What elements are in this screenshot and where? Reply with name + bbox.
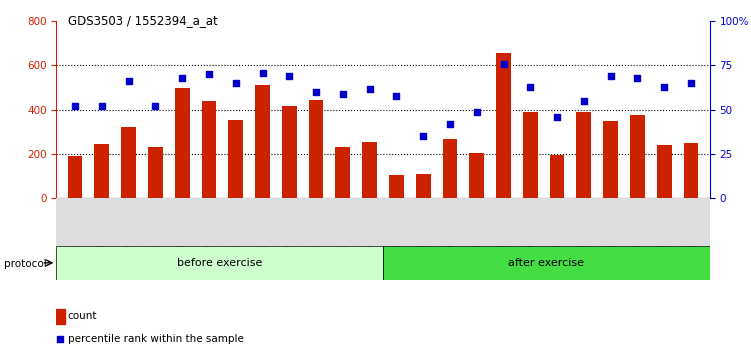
Bar (577, 112, 591, 198)
Bar (68, 156, 83, 198)
Bar (523, 112, 538, 198)
Point (417, 133, 429, 139)
Bar (442, 138, 457, 198)
Point (337, 91, 349, 97)
Bar (383, 246, 710, 280)
Text: count: count (68, 312, 97, 321)
Bar (416, 174, 430, 198)
Bar (362, 142, 377, 198)
Bar (389, 175, 404, 198)
Point (632, 75, 644, 81)
Text: before exercise: before exercise (177, 258, 262, 268)
Bar (121, 127, 136, 198)
Point (283, 73, 295, 79)
Bar (148, 147, 163, 198)
Bar (496, 53, 511, 198)
Bar (657, 145, 671, 198)
Text: protocol: protocol (4, 259, 47, 269)
Bar (201, 101, 216, 198)
Bar (550, 155, 565, 198)
Point (203, 72, 215, 77)
Bar (282, 107, 297, 198)
Point (605, 73, 617, 79)
Point (658, 84, 670, 90)
Point (444, 121, 456, 127)
Point (257, 70, 269, 75)
Point (551, 114, 563, 120)
Bar (228, 120, 243, 198)
Bar (95, 144, 109, 198)
Bar (255, 85, 270, 198)
Bar (469, 153, 484, 198)
Point (363, 86, 376, 91)
Point (230, 80, 242, 86)
Point (96, 103, 108, 109)
Point (471, 109, 483, 114)
Bar (56, 246, 383, 280)
Bar (630, 115, 645, 198)
Point (310, 89, 322, 95)
Point (685, 80, 697, 86)
Bar (683, 143, 698, 198)
Bar (336, 147, 350, 198)
Text: percentile rank within the sample: percentile rank within the sample (68, 334, 243, 344)
Point (176, 75, 189, 81)
Point (122, 79, 134, 84)
Bar (56, 309, 65, 324)
Point (54, 336, 66, 342)
Text: GDS3503 / 1552394_a_at: GDS3503 / 1552394_a_at (68, 14, 217, 27)
Point (524, 84, 536, 90)
Bar (603, 121, 618, 198)
Point (578, 98, 590, 104)
Text: after exercise: after exercise (508, 258, 584, 268)
Point (497, 61, 509, 67)
Bar (175, 88, 189, 198)
Point (149, 103, 161, 109)
Bar (309, 100, 324, 198)
Point (69, 103, 81, 109)
Point (391, 93, 403, 98)
